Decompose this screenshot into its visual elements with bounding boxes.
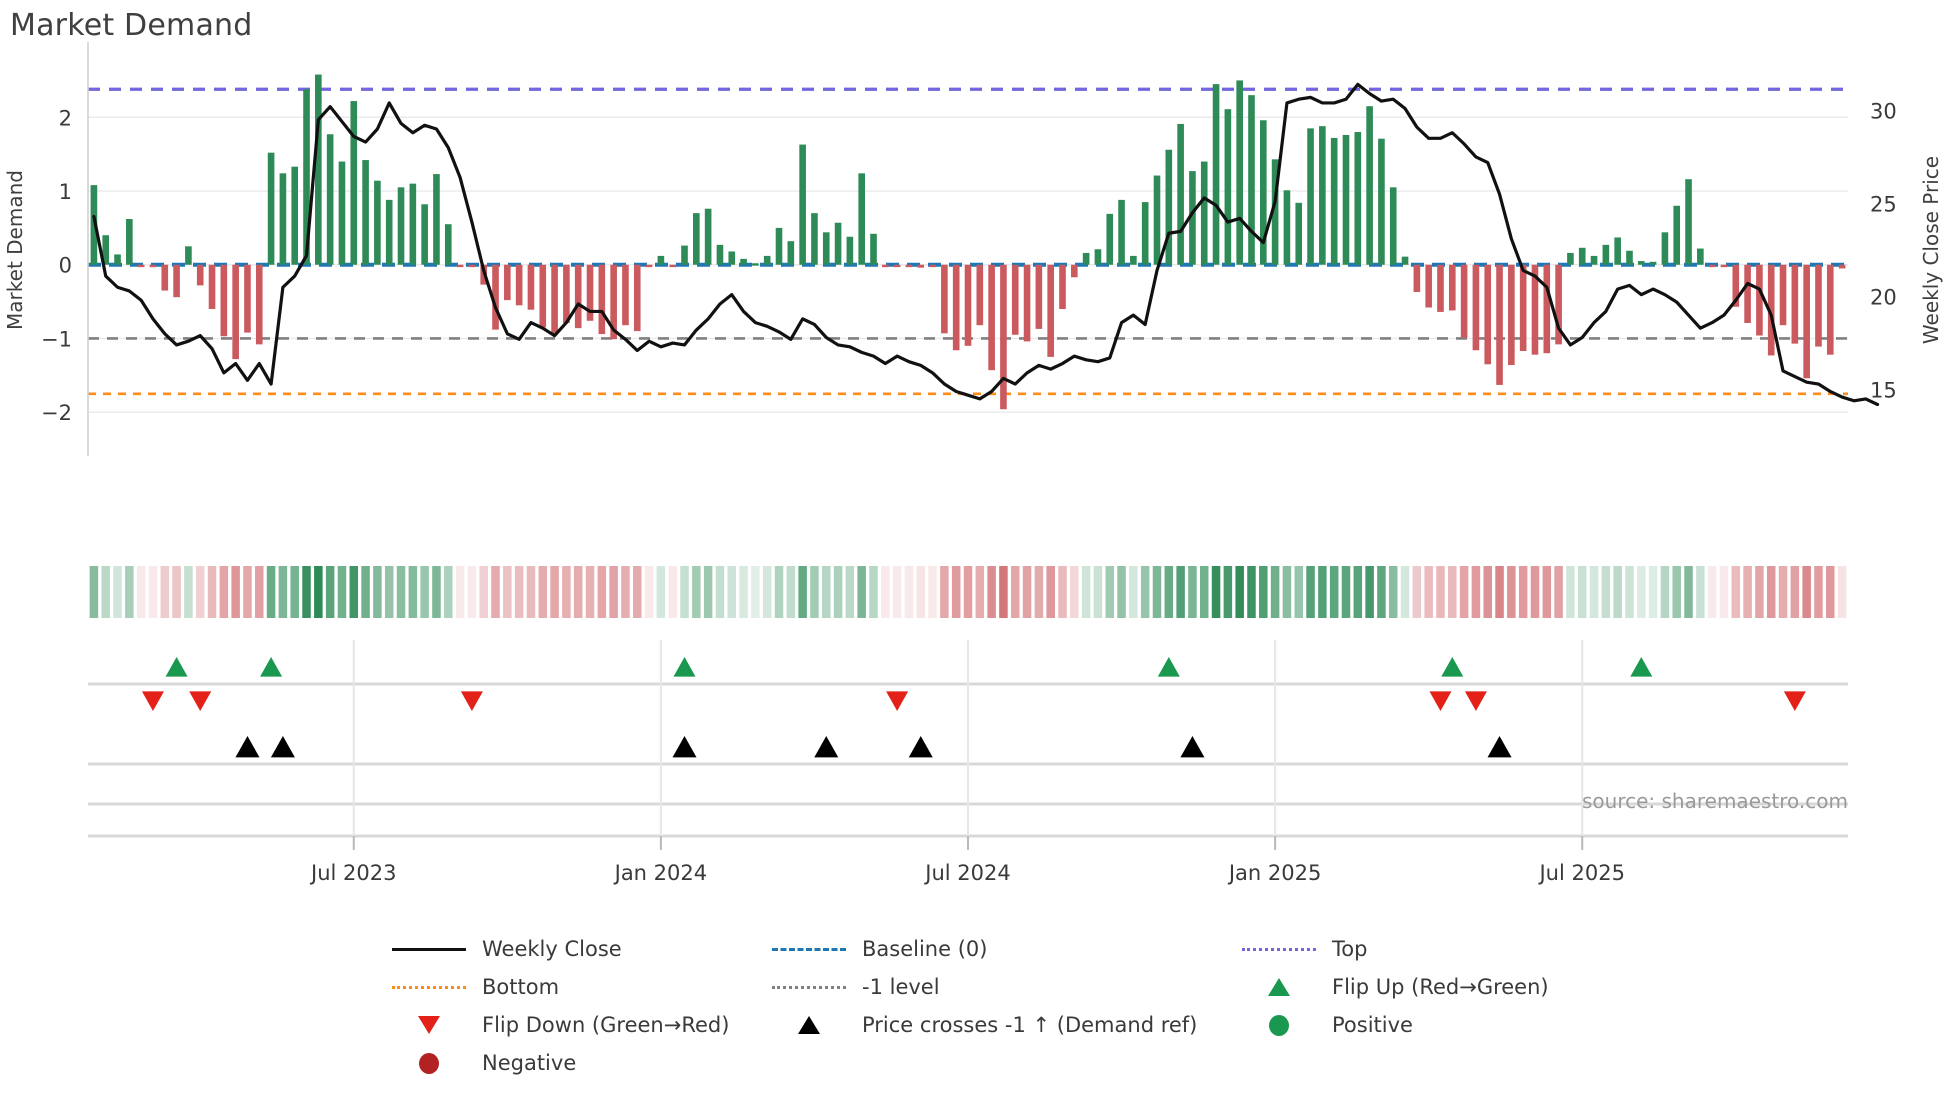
legend-swatch <box>770 938 848 960</box>
y-left-tick: 0 <box>59 254 72 278</box>
flip-down-triangle-icon <box>418 1016 440 1034</box>
y-left-tick: −2 <box>41 401 72 425</box>
y-left-tick: 2 <box>59 106 72 130</box>
legend-swatch <box>390 1014 468 1036</box>
flip-up-triangle-icon <box>1268 978 1290 996</box>
positive-dot-icon <box>1269 1014 1289 1036</box>
legend-swatch <box>390 938 468 960</box>
legend-label: Positive <box>1332 1013 1413 1037</box>
legend-swatch <box>770 1014 848 1036</box>
top-line-swatch <box>1242 947 1316 951</box>
y-axis-left-label: Market Demand <box>3 170 27 330</box>
x-axis-tick: Jan 2024 <box>613 861 708 885</box>
y-left-tick: 1 <box>59 180 72 204</box>
y-right-tick: 15 <box>1870 379 1897 403</box>
legend-label: Flip Up (Red→Green) <box>1332 975 1549 999</box>
legend-item[interactable]: Positive <box>1240 1013 1660 1037</box>
y-left-tick: −1 <box>41 327 72 351</box>
y-right-tick: 20 <box>1870 286 1897 310</box>
source-note: source: sharemaestro.com <box>1582 789 1848 813</box>
chart-legend: Weekly Close Baseline (0) Top Bottom -1 leve… <box>390 930 1730 1082</box>
legend-item[interactable]: Flip Up (Red→Green) <box>1240 975 1660 999</box>
demand-heatmap-strip <box>89 566 1847 618</box>
legend-label: Baseline (0) <box>862 937 988 961</box>
page-title: Market Demand <box>10 8 253 43</box>
legend-swatch <box>390 976 468 998</box>
bottom-line-swatch <box>392 985 466 989</box>
legend-swatch <box>1240 1014 1318 1036</box>
weekly-close-line-swatch <box>392 947 466 951</box>
demand-bars <box>90 74 1846 410</box>
legend-label: Top <box>1332 937 1368 961</box>
legend-label: Bottom <box>482 975 560 999</box>
legend-swatch <box>1240 976 1318 998</box>
legend-item[interactable]: Bottom <box>390 975 770 999</box>
legend-swatch <box>390 1052 468 1074</box>
legend-label: Negative <box>482 1051 577 1075</box>
legend-item[interactable]: Flip Down (Green→Red) <box>390 1013 770 1037</box>
negative-dot-icon <box>419 1052 439 1074</box>
legend-item[interactable]: -1 level <box>770 975 1240 999</box>
legend-label: Weekly Close <box>482 937 622 961</box>
x-axis-tick: Jul 2025 <box>1537 861 1624 885</box>
legend-item[interactable]: Top <box>1240 937 1660 961</box>
legend-item[interactable]: Price crosses -1 ↑ (Demand ref) <box>770 1013 1240 1037</box>
y-axis-right-label: Weekly Close Price <box>1919 156 1943 344</box>
y-right-tick: 25 <box>1870 192 1897 216</box>
legend-label: Flip Down (Green→Red) <box>482 1013 730 1037</box>
event-markers <box>88 640 1848 838</box>
legend-label: Price crosses -1 ↑ (Demand ref) <box>862 1013 1198 1037</box>
x-axis-tick: Jul 2023 <box>309 861 396 885</box>
legend-item[interactable]: Weekly Close <box>390 937 770 961</box>
price-cross-triangle-icon <box>798 1016 820 1034</box>
baseline-swatch <box>772 947 846 951</box>
legend-swatch <box>770 976 848 998</box>
x-axis-tick: Jul 2024 <box>923 861 1010 885</box>
y-right-tick: 30 <box>1870 99 1897 123</box>
minus-one-line-swatch <box>772 985 846 989</box>
legend-label: -1 level <box>862 975 940 999</box>
legend-swatch <box>1240 938 1318 960</box>
x-axis-tick: Jan 2025 <box>1227 861 1322 885</box>
weekly-close-line <box>92 82 1880 407</box>
axes: 2 1 0 −1 −2 30 25 20 15 Jul 2023 Jan 2024 Jul 2024 J… <box>3 42 1943 885</box>
legend-item[interactable]: Baseline (0) <box>770 937 1240 961</box>
legend-item[interactable]: Negative <box>390 1051 770 1075</box>
